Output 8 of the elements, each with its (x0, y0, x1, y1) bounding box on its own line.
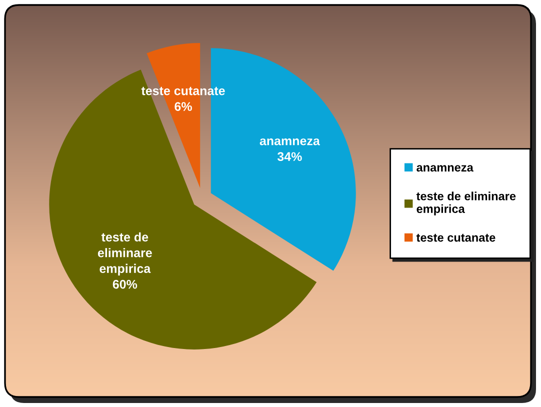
legend-label: teste cutanate (416, 234, 496, 242)
slice-label: teste de eliminare empirica (98, 232, 152, 276)
data-label: 60% (112, 280, 138, 289)
data-label: 34% (277, 152, 302, 162)
legend-label: anamneza (416, 165, 474, 172)
legend-label: teste de eliminare empirica (416, 192, 516, 216)
slice-label: anamneza (260, 138, 320, 146)
data-label: 6% (174, 102, 192, 111)
